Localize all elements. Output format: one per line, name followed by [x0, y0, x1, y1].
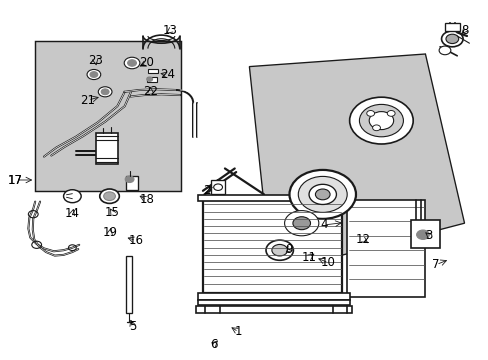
Text: 12: 12	[355, 233, 369, 246]
Text: 17: 17	[8, 174, 23, 186]
Text: 10: 10	[321, 256, 335, 269]
Circle shape	[359, 104, 403, 137]
Circle shape	[315, 189, 329, 200]
Circle shape	[87, 69, 101, 80]
Text: 22: 22	[143, 85, 158, 98]
Text: 18: 18	[139, 193, 154, 206]
Bar	[346, 200, 425, 297]
Circle shape	[125, 176, 134, 183]
Circle shape	[124, 57, 140, 69]
Circle shape	[90, 72, 98, 77]
Text: 5: 5	[129, 320, 137, 333]
Text: 4: 4	[319, 219, 327, 231]
Circle shape	[308, 184, 336, 204]
Circle shape	[127, 60, 136, 66]
Polygon shape	[249, 54, 464, 274]
Bar	[195, 306, 351, 313]
Circle shape	[284, 211, 318, 236]
Circle shape	[271, 244, 287, 256]
Text: 2: 2	[203, 184, 210, 197]
Circle shape	[445, 34, 458, 44]
Bar	[415, 227, 434, 243]
Text: 13: 13	[163, 24, 177, 37]
Circle shape	[100, 189, 119, 203]
Circle shape	[416, 230, 428, 239]
Circle shape	[264, 196, 338, 250]
Circle shape	[146, 77, 152, 81]
Text: 16: 16	[128, 234, 143, 247]
Circle shape	[63, 190, 81, 203]
Text: 3: 3	[425, 229, 432, 242]
Text: 14: 14	[65, 207, 80, 220]
Circle shape	[213, 184, 222, 190]
Text: 7: 7	[431, 258, 439, 271]
Circle shape	[368, 112, 393, 130]
Text: 20: 20	[139, 57, 154, 69]
Bar	[96, 133, 118, 164]
Text: 9: 9	[285, 243, 293, 256]
Bar	[444, 23, 459, 31]
Text: 23: 23	[88, 54, 102, 67]
Text: 6: 6	[210, 338, 218, 351]
Circle shape	[289, 170, 355, 219]
Polygon shape	[35, 41, 181, 191]
Bar	[211, 180, 224, 194]
Bar	[203, 200, 342, 293]
Circle shape	[372, 125, 380, 131]
Text: 24: 24	[160, 68, 174, 81]
Circle shape	[101, 89, 109, 95]
Bar	[198, 300, 349, 305]
Circle shape	[441, 31, 462, 47]
Text: 11: 11	[301, 251, 316, 264]
Text: 21: 21	[81, 94, 95, 107]
Circle shape	[298, 176, 346, 212]
Bar	[410, 220, 439, 248]
Circle shape	[366, 111, 374, 116]
Circle shape	[349, 97, 412, 144]
Bar	[198, 195, 346, 201]
Circle shape	[98, 87, 112, 97]
Text: 19: 19	[102, 226, 117, 239]
Circle shape	[292, 217, 310, 230]
Bar	[126, 256, 132, 313]
Bar	[146, 77, 157, 82]
Circle shape	[273, 202, 329, 244]
Text: 15: 15	[105, 206, 120, 219]
Bar	[198, 293, 349, 300]
Text: 8: 8	[460, 24, 468, 37]
Circle shape	[411, 227, 433, 243]
Circle shape	[265, 240, 293, 260]
Bar	[148, 69, 158, 73]
Circle shape	[386, 111, 394, 116]
Text: 1: 1	[234, 325, 242, 338]
Text: 17: 17	[8, 174, 23, 186]
Circle shape	[103, 192, 115, 201]
Bar	[126, 176, 138, 190]
Circle shape	[438, 46, 450, 55]
